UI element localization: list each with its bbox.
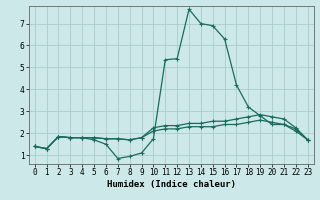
X-axis label: Humidex (Indice chaleur): Humidex (Indice chaleur) [107,180,236,189]
